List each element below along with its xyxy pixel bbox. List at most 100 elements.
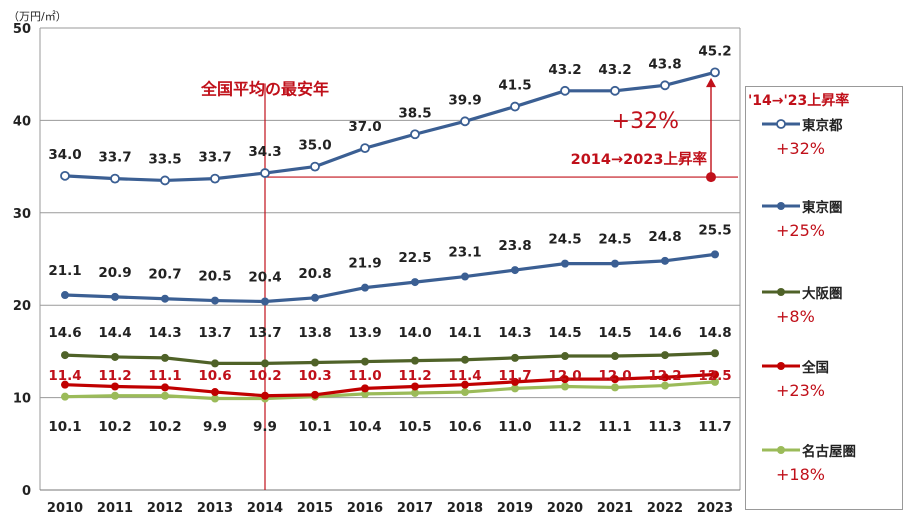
data-point bbox=[61, 351, 69, 360]
data-label: 11.1 bbox=[148, 368, 181, 384]
x-tick-label: 2022 bbox=[647, 501, 683, 516]
data-label: 11.4 bbox=[448, 368, 481, 384]
data-label: 11.0 bbox=[498, 419, 531, 435]
data-label: 13.7 bbox=[198, 325, 231, 341]
data-label: 20.9 bbox=[98, 265, 131, 281]
data-point bbox=[361, 283, 369, 292]
data-point bbox=[411, 356, 419, 365]
data-label: 24.5 bbox=[548, 232, 581, 248]
series-line bbox=[64, 70, 716, 183]
data-label: 13.9 bbox=[348, 325, 381, 341]
legend-swatch-marker bbox=[777, 446, 785, 454]
data-point bbox=[261, 297, 269, 306]
data-point bbox=[161, 294, 169, 303]
data-label: 45.2 bbox=[698, 43, 731, 59]
series-line bbox=[64, 351, 716, 366]
data-label: 14.0 bbox=[398, 325, 431, 341]
data-point bbox=[711, 377, 719, 386]
data-label: 24.5 bbox=[598, 232, 631, 248]
legend-swatch-marker bbox=[776, 119, 786, 129]
data-point bbox=[411, 382, 419, 391]
data-label: 33.7 bbox=[98, 150, 131, 166]
data-point bbox=[61, 291, 69, 300]
series-lines bbox=[60, 67, 720, 403]
data-point bbox=[161, 383, 169, 392]
x-tick-label: 2013 bbox=[197, 501, 233, 516]
data-label: 38.5 bbox=[398, 105, 431, 121]
data-point bbox=[361, 389, 369, 398]
data-label: 12.2 bbox=[648, 368, 681, 384]
grid bbox=[40, 27, 740, 399]
y-tick-label: 30 bbox=[13, 207, 31, 222]
y-tick-label: 10 bbox=[13, 392, 31, 407]
data-label: 21.1 bbox=[48, 263, 81, 279]
data-point bbox=[161, 353, 169, 362]
data-label: 9.9 bbox=[253, 419, 277, 435]
legend-swatch bbox=[762, 202, 800, 210]
data-label: 14.5 bbox=[598, 325, 631, 341]
data-label: 10.2 bbox=[98, 419, 131, 435]
y-tick-label: 50 bbox=[13, 22, 31, 37]
data-label: 12.0 bbox=[548, 368, 581, 384]
data-label: 10.2 bbox=[148, 419, 181, 435]
legend: 東京都 +32% 東京圏 +25% 大阪圏 +8% 全国 +23% 名古屋圏 +18% bbox=[745, 86, 903, 510]
data-label: 20.8 bbox=[298, 266, 331, 282]
data-label: 43.2 bbox=[548, 62, 581, 78]
rise-label: 2014→2023上昇率 bbox=[571, 150, 708, 168]
data-label: 41.5 bbox=[498, 78, 531, 94]
data-point bbox=[261, 391, 269, 400]
data-label: 14.3 bbox=[498, 325, 531, 341]
data-point bbox=[311, 293, 319, 302]
data-point bbox=[611, 383, 619, 392]
data-label: 33.5 bbox=[148, 151, 181, 167]
data-label: 20.4 bbox=[248, 270, 281, 286]
data-label: 43.8 bbox=[648, 56, 681, 72]
data-label: 37.0 bbox=[348, 119, 381, 135]
data-point bbox=[111, 391, 119, 400]
legend-swatch bbox=[762, 362, 800, 370]
series-line bbox=[64, 252, 716, 304]
data-label: 10.1 bbox=[48, 419, 81, 435]
data-point bbox=[610, 85, 620, 96]
data-label: 14.6 bbox=[48, 325, 81, 341]
data-point bbox=[511, 353, 519, 362]
legend-name: 大阪圏 bbox=[802, 286, 843, 302]
data-labels: 10.1 10.2 10.2 9.9 9.9 10.1 10.4 10.5 10.6 11.0 11… bbox=[48, 43, 731, 435]
data-point bbox=[661, 373, 669, 382]
data-point bbox=[410, 129, 420, 140]
data-point bbox=[461, 380, 469, 389]
data-label: 23.8 bbox=[498, 238, 531, 254]
data-label: 11.7 bbox=[698, 419, 731, 435]
legend-name: 名古屋圏 bbox=[802, 444, 856, 460]
series-line bbox=[64, 372, 716, 398]
lowest-year-label: 全国平均の最安年 bbox=[200, 80, 329, 99]
data-point bbox=[161, 391, 169, 400]
data-point bbox=[460, 116, 470, 127]
data-point bbox=[561, 352, 569, 361]
data-point bbox=[61, 392, 69, 401]
data-point bbox=[611, 375, 619, 384]
legend-swatch bbox=[762, 119, 800, 129]
data-label: 35.0 bbox=[298, 138, 331, 154]
legend-name: 東京都 bbox=[802, 118, 843, 134]
data-label: 33.7 bbox=[198, 150, 231, 166]
data-point bbox=[211, 388, 219, 397]
data-label: 11.2 bbox=[398, 368, 431, 384]
x-tick-label: 2021 bbox=[597, 501, 633, 516]
legend-swatch bbox=[762, 446, 800, 454]
data-point bbox=[660, 80, 670, 91]
y-tick-label: 40 bbox=[13, 114, 31, 129]
data-label: 14.8 bbox=[698, 325, 731, 341]
x-tick-label: 2011 bbox=[97, 501, 133, 516]
data-label: 11.4 bbox=[48, 368, 81, 384]
legend-change: +23% bbox=[776, 381, 825, 400]
data-point bbox=[111, 352, 119, 361]
data-point bbox=[561, 259, 569, 268]
data-point bbox=[211, 394, 219, 403]
data-point bbox=[711, 349, 719, 358]
data-point bbox=[511, 377, 519, 386]
legend-name: 東京圏 bbox=[802, 200, 843, 216]
data-label: 9.9 bbox=[203, 419, 227, 435]
data-point bbox=[360, 143, 370, 154]
data-label: 14.3 bbox=[148, 325, 181, 341]
